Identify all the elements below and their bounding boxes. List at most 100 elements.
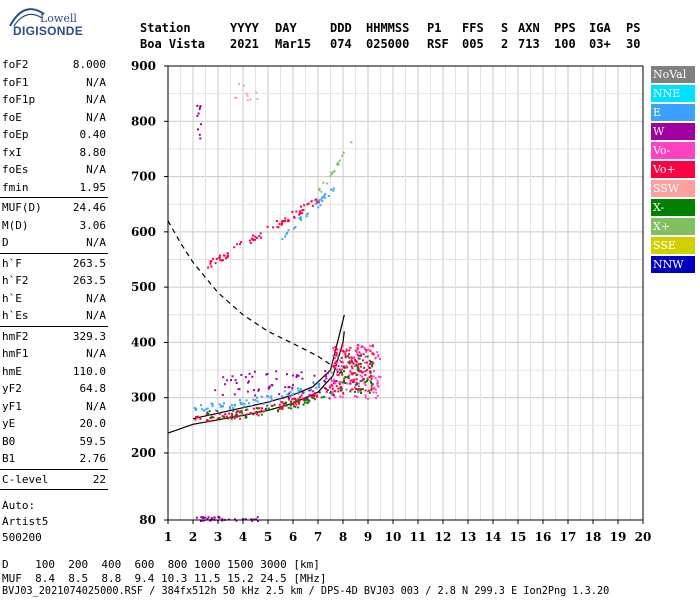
echo-point (295, 210, 298, 213)
echo-point (351, 367, 354, 370)
echo-point (343, 370, 345, 373)
x-tick-label: 2 (189, 530, 197, 544)
echo-point (347, 377, 350, 380)
param-row: yF2 64.8 (2, 382, 106, 398)
echo-point (366, 390, 369, 393)
echo-point (320, 190, 323, 193)
echo-point (257, 389, 260, 392)
echo-point (312, 390, 315, 393)
echo-point (331, 387, 334, 390)
echo-point (275, 370, 278, 373)
echo-point (339, 395, 342, 398)
echo-point (295, 376, 298, 378)
echo-point (246, 408, 249, 411)
echo-point (364, 394, 367, 397)
echo-point (209, 519, 212, 522)
echo-point (257, 414, 260, 417)
profile-curve-0 (167, 220, 331, 366)
echo-point (214, 389, 217, 392)
echo-point (369, 363, 372, 365)
param-value: 110.0 (72, 364, 106, 378)
echo-point (271, 405, 274, 407)
echo-point (337, 390, 340, 393)
echo-point (340, 370, 342, 373)
echo-point (294, 401, 297, 404)
echo-point (301, 377, 304, 380)
echo-point (248, 402, 250, 405)
echo-point (341, 381, 344, 384)
param-label: yF1 (2, 399, 22, 413)
echo-point (243, 84, 245, 87)
echo-point (333, 364, 336, 367)
echo-point (211, 517, 214, 520)
echo-point (333, 366, 336, 369)
echo-point (286, 404, 289, 407)
echo-point (245, 399, 248, 402)
chart-grid (167, 66, 644, 520)
echo-point (342, 151, 345, 154)
param-label: h`Es (2, 309, 29, 322)
param-row: foF2 8.000 (2, 58, 106, 74)
echo-point (364, 348, 366, 351)
param-row: fmin 1.95 (2, 181, 106, 197)
echo-point (334, 366, 337, 368)
echo-point (361, 379, 364, 382)
echo-point (298, 400, 301, 403)
param-row: B0 59.5 (2, 435, 106, 451)
echo-point (219, 405, 222, 408)
echo-point (316, 202, 318, 205)
echo-point (207, 419, 210, 422)
echo-point (328, 386, 331, 389)
auto-scaling-text: Artist5 (2, 515, 49, 528)
echo-point (250, 237, 253, 240)
echo-point (291, 398, 294, 401)
echo-point (348, 362, 351, 365)
echo-point (290, 407, 293, 410)
x-tick-label: 11 (410, 530, 427, 544)
echo-point (289, 404, 292, 407)
echo-point (354, 390, 356, 393)
echo-point (257, 520, 259, 522)
echo-point (331, 391, 334, 394)
echo-point (256, 407, 259, 410)
echo-point (281, 401, 284, 404)
header-value-5: RSF (427, 37, 449, 51)
echo-point (305, 215, 308, 218)
echo-point (342, 392, 345, 395)
echo-point (225, 257, 227, 260)
echo-point (213, 413, 216, 416)
param-value: 20.0 (79, 417, 107, 430)
echo-point (323, 194, 326, 197)
echo-point (358, 354, 361, 357)
echo-point (305, 398, 308, 401)
header-value-1: 2021 (230, 37, 259, 51)
echo-point (360, 392, 363, 394)
auto-scaling-text: 500200 (2, 531, 42, 544)
param-label: foEs (2, 163, 29, 176)
echo-point (313, 395, 315, 398)
header-label-7: S (501, 21, 509, 35)
echo-point (317, 206, 320, 209)
param-label: yE (2, 417, 16, 430)
echo-point (294, 399, 297, 401)
echo-point (199, 105, 202, 108)
echo-point (348, 360, 351, 363)
echo-point (247, 380, 250, 383)
param-value: 263.5 (72, 256, 106, 270)
echo-point (332, 378, 335, 381)
echo-point (245, 409, 247, 411)
echo-point (258, 235, 261, 238)
echo-point (330, 171, 333, 174)
echo-point (320, 396, 323, 399)
echo-point (349, 370, 352, 373)
echo-point (255, 410, 258, 413)
echo-point (272, 226, 275, 229)
y-tick-label: 800 (131, 114, 156, 128)
echo-point (371, 361, 374, 363)
echo-point (311, 204, 314, 207)
echo-point (226, 255, 229, 258)
x-tick-label: 5 (264, 530, 272, 544)
echo-point (235, 96, 238, 99)
param-label: foF1p (2, 93, 36, 106)
echo-point (308, 394, 311, 396)
